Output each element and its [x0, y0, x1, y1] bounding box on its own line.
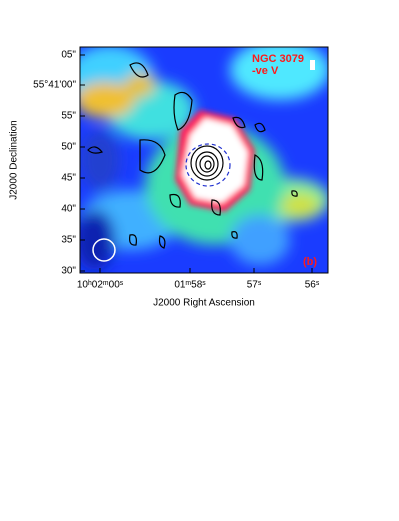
contours — [87, 62, 298, 249]
y-tick-label: 50" — [61, 142, 76, 153]
annotation: -ve V — [252, 65, 279, 77]
y-tick-label: 35" — [61, 235, 76, 246]
frame — [79, 46, 329, 274]
y-tick-label: 55" — [61, 111, 76, 122]
x-tick-label: 01ᵐ58ˢ — [174, 280, 206, 291]
annotation: NGC 3079 — [252, 53, 304, 65]
x-axis-label: J2000 Right Ascension — [153, 298, 255, 309]
y-tick-label: 30" — [61, 266, 76, 277]
annotation: (b) — [303, 256, 317, 268]
y-tick-label: 05" — [61, 50, 76, 61]
beam — [92, 238, 116, 262]
x-tick-label: 10ʰ02ᵐ00ˢ — [77, 280, 124, 291]
y-tick-label: 45" — [61, 173, 76, 184]
y-tick-label: 55°41'00" — [33, 80, 76, 91]
y-tick-label: 40" — [61, 204, 76, 215]
y-axis-label: J2000 Declination — [9, 120, 20, 200]
intensity-map — [80, 47, 328, 273]
x-tick-label: 57ˢ — [247, 280, 262, 291]
x-tick-label: 56ˢ — [305, 280, 320, 291]
